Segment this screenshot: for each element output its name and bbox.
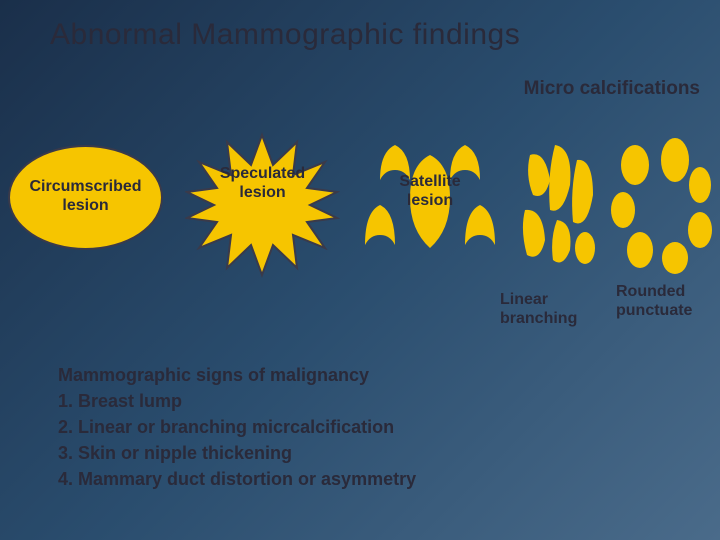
label-line: punctuate: [616, 302, 692, 319]
label-line: Circumscribed: [29, 178, 141, 195]
circumscribed-lesion-shape: Circumscribed lesion: [8, 145, 163, 250]
label-line: Linear: [500, 291, 548, 308]
list-item: 3. Skin or nipple thickening: [58, 440, 416, 466]
label-line: Rounded: [616, 283, 685, 300]
page-title: Abnormal Mammographic findings: [50, 18, 520, 52]
calcification-icon: [515, 130, 715, 280]
circumscribed-label: Circumscribed lesion: [8, 177, 163, 215]
speculated-label: Speculated lesion: [185, 164, 340, 202]
list-item: 1. Breast lump: [58, 388, 416, 414]
lesion-diagram-row: Circumscribed lesion Speculated lesion S…: [0, 130, 720, 280]
label-line: Speculated: [220, 165, 305, 182]
satellite-label: Satellite lesion: [355, 172, 505, 210]
linear-branching-label: Linear branching: [500, 290, 577, 328]
satellite-lesion-shape: Satellite lesion: [355, 130, 505, 280]
label-line: lesion: [407, 192, 453, 209]
microcalcification-shapes: [515, 130, 715, 280]
label-line: Satellite: [399, 173, 460, 190]
list-item: 4. Mammary duct distortion or asymmetry: [58, 466, 416, 492]
rounded-punctate-label: Rounded punctuate: [616, 282, 692, 320]
starburst-icon: [185, 130, 340, 280]
list-item: 2. Linear or branching micrcalcification: [58, 414, 416, 440]
speculated-lesion-shape: Speculated lesion: [185, 130, 340, 280]
label-line: branching: [500, 310, 577, 327]
label-line: lesion: [239, 184, 285, 201]
subtitle-micro-calcifications: Micro calcifications: [524, 78, 700, 100]
signs-heading: Mammographic signs of malignancy: [58, 362, 416, 388]
label-line: lesion: [62, 197, 108, 214]
malignancy-signs-list: Mammographic signs of malignancy 1. Brea…: [58, 362, 416, 492]
